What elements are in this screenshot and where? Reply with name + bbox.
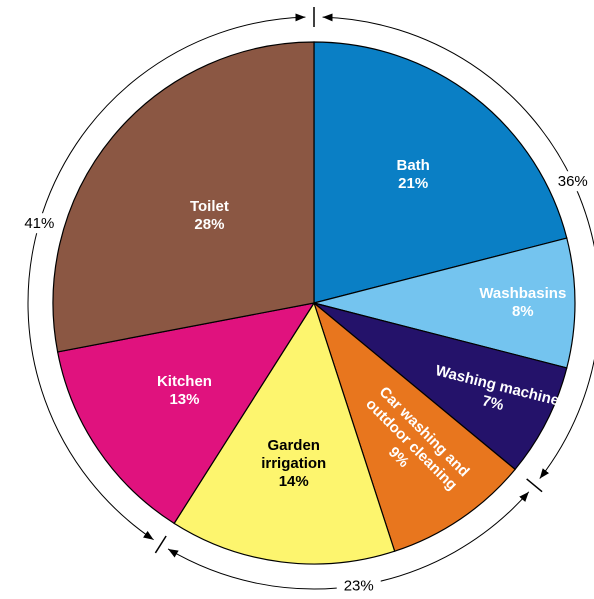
- group-divider: [154, 535, 167, 554]
- slice-name: Washbasins: [479, 285, 567, 302]
- group-label-bg: [17, 213, 62, 234]
- slice-name: Toilet: [189, 198, 229, 216]
- slice-value: 13%: [169, 391, 200, 409]
- slice-label: Toilet 28%: [149, 198, 269, 234]
- slice-name: Garden irrigation: [261, 436, 327, 472]
- slice-value: 8%: [511, 303, 534, 320]
- slice-name: Kitchen: [156, 373, 212, 391]
- slice-name: Bath: [396, 157, 430, 175]
- pie-slice: [52, 41, 315, 353]
- group-label: 36%: [558, 173, 588, 190]
- group-label-bg: [336, 575, 381, 596]
- slice-label: Bath 21%: [353, 157, 473, 193]
- slice-value: 28%: [194, 216, 225, 234]
- group-label: 41%: [24, 215, 54, 232]
- slice-label: Garden irrigation 14%: [244, 437, 344, 491]
- slice-label: Washbasins 8%: [463, 285, 583, 321]
- slice-label: Kitchen 13%: [124, 373, 244, 409]
- slice-value: 21%: [398, 175, 429, 193]
- group-label-bg: [550, 171, 594, 192]
- slice-value: 14%: [278, 472, 309, 490]
- group-label: 23%: [344, 577, 374, 594]
- group-divider: [526, 478, 543, 493]
